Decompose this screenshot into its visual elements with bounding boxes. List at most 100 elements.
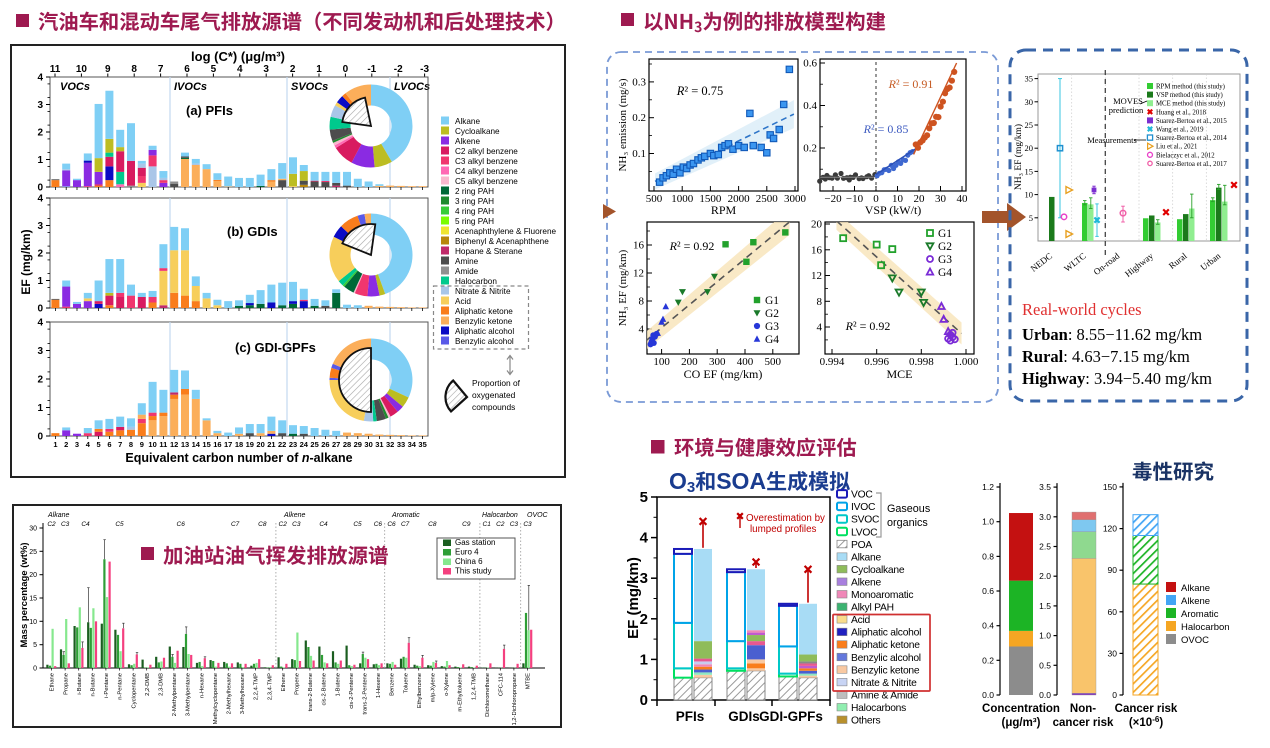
svg-text:Aliphatic alcohol: Aliphatic alcohol <box>455 327 514 336</box>
svg-text:5 ring PAH: 5 ring PAH <box>455 217 494 226</box>
svg-text:1000: 1000 <box>671 193 694 205</box>
svg-text:Benzylic ketone: Benzylic ketone <box>455 317 513 326</box>
svg-text:(a) PFIs: (a) PFIs <box>186 103 233 118</box>
svg-text:G4: G4 <box>765 334 779 346</box>
svg-text:9: 9 <box>140 440 144 449</box>
svg-text:C2: C2 <box>496 521 505 528</box>
svg-text:-1: -1 <box>367 64 376 75</box>
svg-text:C7: C7 <box>401 521 410 528</box>
svg-text:0: 0 <box>1112 690 1117 700</box>
svg-text:cancer risk: cancer risk <box>1053 717 1114 729</box>
svg-text:21: 21 <box>267 440 275 449</box>
svg-text:27: 27 <box>332 440 340 449</box>
svg-text:m-Ethyltoluene: m-Ethyltoluene <box>458 673 464 712</box>
svg-text:Halocarbons: Halocarbons <box>851 703 906 714</box>
svg-text:34: 34 <box>408 440 417 449</box>
svg-text:0.3: 0.3 <box>632 76 646 88</box>
svg-text:20: 20 <box>1025 143 1034 153</box>
svg-text:1: 1 <box>37 276 43 287</box>
svg-text:Cycloalkane: Cycloalkane <box>851 565 905 576</box>
svg-text:16: 16 <box>633 240 645 252</box>
svg-text:1-Hexene: 1-Hexene <box>376 673 382 698</box>
svg-text:Euro 4: Euro 4 <box>455 548 479 557</box>
svg-text:35: 35 <box>418 440 426 449</box>
svg-text:3: 3 <box>687 479 695 496</box>
svg-text:1: 1 <box>37 155 43 166</box>
svg-text:4: 4 <box>237 64 243 75</box>
svg-text:2: 2 <box>37 375 43 386</box>
svg-text:Equivalent carbon number of n-: Equivalent carbon number of n-alkane <box>125 451 352 465</box>
svg-text:2,2-DMB: 2,2-DMB <box>145 673 151 696</box>
svg-text:NH₃ emission (mg/s): NH₃ emission (mg/s) <box>617 78 629 171</box>
svg-text:40: 40 <box>957 193 969 205</box>
svg-text:MCE method (this study): MCE method (this study) <box>1156 101 1225 108</box>
svg-text:SVOCs: SVOCs <box>291 81 328 93</box>
svg-text:-2: -2 <box>394 64 403 75</box>
svg-text:GDIs: GDIs <box>728 709 760 724</box>
svg-text:2.0: 2.0 <box>1039 571 1051 581</box>
svg-text:Benzylic alcohol: Benzylic alcohol <box>851 653 921 664</box>
svg-text:1,2-Dichloropropane: 1,2-Dichloropropane <box>512 673 518 726</box>
svg-text:OVOC: OVOC <box>527 512 549 519</box>
svg-text:SVOC: SVOC <box>851 515 880 526</box>
svg-text:6: 6 <box>184 64 190 75</box>
svg-text:30: 30 <box>1025 97 1034 107</box>
svg-text:G2: G2 <box>765 308 779 320</box>
svg-text:7: 7 <box>158 64 164 75</box>
svg-text:Acid: Acid <box>455 297 471 306</box>
svg-text:Cycloalkane: Cycloalkane <box>455 127 500 136</box>
svg-text:5: 5 <box>33 642 37 649</box>
svg-text:2: 2 <box>290 64 296 75</box>
svg-text:Propene: Propene <box>295 673 301 695</box>
svg-text:3000: 3000 <box>784 193 807 205</box>
svg-text:Gas station: Gas station <box>455 538 495 547</box>
svg-text:Urban: 8.55−11.62 mg/km: Urban: 8.55−11.62 mg/km <box>1022 325 1202 344</box>
svg-text:Aromatic: Aromatic <box>391 512 420 519</box>
svg-text:m/p-Xylene: m/p-Xylene <box>431 673 437 702</box>
svg-text:Acenaphthylene & Fluorene: Acenaphthylene & Fluorene <box>455 227 556 236</box>
svg-text:oxygenated: oxygenated <box>472 390 516 400</box>
svg-text:LVOCs: LVOCs <box>394 81 430 93</box>
svg-text:1: 1 <box>53 440 57 449</box>
svg-text:0: 0 <box>37 183 43 194</box>
svg-text:Monoaromatic: Monoaromatic <box>851 590 913 601</box>
svg-text:12: 12 <box>633 268 644 280</box>
svg-text:2.5: 2.5 <box>1039 542 1051 552</box>
svg-text:NH₃ EF (mg/km): NH₃ EF (mg/km) <box>617 249 629 326</box>
svg-text:PFIs: PFIs <box>676 709 705 724</box>
svg-text:18: 18 <box>235 440 243 449</box>
svg-text:cis-2-Butene: cis-2-Butene <box>322 673 328 706</box>
svg-text:4: 4 <box>37 73 43 84</box>
svg-text:0.6: 0.6 <box>803 58 817 70</box>
svg-text:This study: This study <box>455 567 491 576</box>
svg-text:4: 4 <box>640 530 649 547</box>
svg-text:n-Butane: n-Butane <box>91 673 97 697</box>
svg-text:5: 5 <box>640 489 648 506</box>
svg-text:Alkene: Alkene <box>851 577 882 588</box>
svg-text:Propane: Propane <box>63 673 69 695</box>
svg-text:2: 2 <box>37 128 43 139</box>
svg-text:C3: C3 <box>61 521 70 528</box>
svg-text:Gaseous: Gaseous <box>887 503 931 515</box>
svg-text:15: 15 <box>29 596 37 603</box>
svg-text:Alkene: Alkene <box>455 137 480 146</box>
svg-text:Liu et al., 2021: Liu et al., 2021 <box>1156 144 1197 151</box>
svg-text:Suarez-Bertoa et al., 2015: Suarez-Bertoa et al., 2015 <box>1156 118 1227 125</box>
svg-text:4: 4 <box>37 318 43 329</box>
svg-text:C6: C6 <box>387 521 396 528</box>
svg-text:10: 10 <box>1025 190 1034 200</box>
svg-text:RPM: RPM <box>711 203 737 217</box>
svg-text:3.5: 3.5 <box>1039 482 1051 492</box>
svg-text:Alkane: Alkane <box>1181 583 1210 594</box>
svg-text:Amide: Amide <box>455 267 479 276</box>
svg-text:8: 8 <box>131 64 137 75</box>
svg-text:n-Pentane: n-Pentane <box>118 673 124 700</box>
svg-text:G4: G4 <box>938 267 952 279</box>
svg-text:9: 9 <box>105 64 111 75</box>
svg-text:VOCs: VOCs <box>60 81 90 93</box>
svg-text:4: 4 <box>37 194 43 205</box>
svg-text:Amine: Amine <box>455 257 479 266</box>
svg-text:C1: C1 <box>483 521 492 528</box>
svg-text:1.0: 1.0 <box>982 517 994 527</box>
svg-text:3: 3 <box>37 221 43 232</box>
